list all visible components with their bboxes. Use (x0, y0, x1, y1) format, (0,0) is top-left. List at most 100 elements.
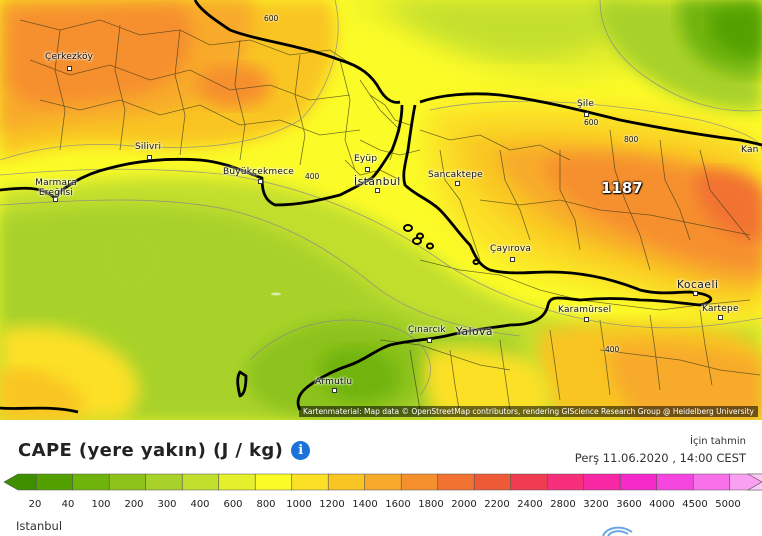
cape-field-green-nc (380, 0, 640, 59)
city-dot-kocaeli (693, 291, 698, 296)
city-dot-silivri (147, 155, 152, 160)
city-label-cayirova[interactable]: Çayırova (490, 244, 532, 254)
legend-tick-label: 1800 (418, 499, 444, 510)
cape-field-green-west (95, 219, 166, 295)
legend-tick-label: 1200 (319, 499, 345, 510)
city-label-kan[interactable]: Kan (741, 145, 759, 155)
legend-tick-label: 800 (256, 499, 276, 510)
legend-swatch (364, 473, 402, 491)
cape-field-orange-nw4 (196, 64, 271, 109)
legend-tick-label: 400 (190, 499, 210, 510)
forecast-time: Perş 11.06.2020 , 14:00 CEST (574, 451, 746, 465)
legend-tick-label: 100 (91, 499, 111, 510)
legend-tick-label: 1400 (352, 499, 378, 510)
legend-swatch (473, 473, 512, 491)
legend-swatch (400, 473, 439, 491)
legend-tick-label: 2200 (484, 499, 510, 510)
city-label-buyukcekmece[interactable]: Büyükçekmece (223, 167, 295, 177)
city-dot-cayirova (510, 257, 515, 262)
cape-field-green-south-core (319, 347, 399, 403)
info-icon[interactable]: i (291, 441, 311, 460)
legend-swatch (327, 473, 366, 491)
legend-tick-label: 600 (223, 499, 243, 510)
legend-swatch (656, 473, 694, 491)
legend-swatch (145, 473, 183, 491)
legend-color-bar (4, 473, 762, 491)
city-dot-cinarcik (427, 338, 432, 343)
legend-tick-label: 1000 (286, 499, 312, 510)
city-dot-cerkezkoy (67, 66, 72, 71)
legend-tick-label: 20 (28, 499, 42, 510)
city-label-karamursel[interactable]: Karamürsel (558, 305, 612, 315)
legend-swatch (746, 473, 762, 491)
city-dot-kartepe (718, 315, 723, 320)
city-dot-buyukcekmece (258, 179, 263, 184)
city-dot-marmara-eregli (53, 197, 58, 202)
contour-label: 600 (264, 14, 279, 23)
legend-swatch (4, 473, 37, 491)
islands (403, 224, 480, 265)
contour-label: 800 (624, 135, 639, 144)
legend-tick-label: 2800 (550, 499, 576, 510)
city-label-armutlu[interactable]: Armutlu (315, 377, 353, 387)
forecast-label: İçin tahmin (690, 436, 746, 447)
city-label-marmara-eregli[interactable]: Marmara Ereğlisi (35, 178, 77, 198)
city-label-kartepe[interactable]: Kartepe (702, 304, 739, 314)
legend-swatch (692, 473, 731, 491)
legend-swatch (72, 473, 110, 491)
legend-tick-label: 300 (157, 499, 177, 510)
contour-label: 400 (305, 172, 320, 181)
legend-tick-label: 3200 (583, 499, 609, 510)
title-row: CAPE (yere yakın) (J / kg) i (18, 440, 311, 461)
legend-tick-label: 40 (61, 499, 75, 510)
city-label-sile[interactable]: Şile (577, 99, 595, 109)
district-boundaries (19, 19, 761, 416)
legend-tick-label: 5000 (715, 499, 741, 510)
small-island (271, 292, 281, 296)
legend-tick-label: 2000 (451, 499, 477, 510)
contour-label: 400 (605, 345, 620, 354)
legend-tick-label: 200 (124, 499, 144, 510)
city-label-cerkezkoy[interactable]: Çerkezköy (45, 52, 94, 62)
legend-tick-label: 2400 (517, 499, 543, 510)
legend-tick-label: 1600 (385, 499, 411, 510)
city-label-eyup[interactable]: Eyüp (354, 154, 378, 164)
city-label-yalova[interactable]: Yalova (456, 326, 493, 338)
city-dot-armutlu (332, 388, 337, 393)
legend-swatch (254, 473, 293, 491)
contour-label: 600 (584, 118, 599, 127)
cape-field-orange-e4 (695, 170, 762, 240)
city-dot-karamursel (584, 317, 589, 322)
legend-swatch (437, 473, 475, 491)
legend-swatch (546, 473, 585, 491)
legend-swatch (291, 473, 329, 491)
legend-swatch (108, 473, 147, 491)
city-label-istanbul[interactable]: İstanbul (354, 176, 401, 188)
city-dot-istanbul (375, 188, 380, 193)
legend-swatch (583, 473, 621, 491)
city-label-kocaeli[interactable]: Kocaeli (677, 279, 719, 291)
city-label-cinarcik[interactable]: Çınarcık (408, 325, 446, 335)
map-attribution[interactable]: Kartenmaterial: Map data © OpenStreetMap… (299, 406, 758, 417)
legend-swatch (35, 473, 74, 491)
legend-swatch (181, 473, 220, 491)
city-dot-sile (584, 112, 589, 117)
cape-map-canvas (0, 0, 762, 420)
city-dot-sancaktepe (455, 181, 460, 186)
cape-field-orange-nw3 (8, 5, 193, 105)
location-label: Istanbul (16, 519, 63, 533)
city-label-sancaktepe[interactable]: Sancaktepe (428, 170, 483, 180)
max-value-label: 1187 (601, 179, 643, 197)
cape-field-green-ne3 (710, 5, 762, 56)
legend-tick-label: 4500 (682, 499, 708, 510)
legend-ticks: 20 40 100 200 300 400 600 800 1000 1200 1400 1600 18… (0, 499, 762, 513)
cape-map[interactable]: Çerkezköy Silivri Marmara Ereğlisi Büyük… (0, 0, 762, 420)
legend-swatch (218, 473, 256, 491)
cape-field-yellow-s (424, 348, 550, 420)
city-label-silivri[interactable]: Silivri (135, 142, 162, 152)
cape-field-orange-se2 (609, 343, 762, 420)
legend-tick-label: 3600 (616, 499, 642, 510)
city-dot-eyup (365, 167, 370, 172)
coastlines (0, 0, 762, 414)
contour-lines (0, 0, 762, 396)
